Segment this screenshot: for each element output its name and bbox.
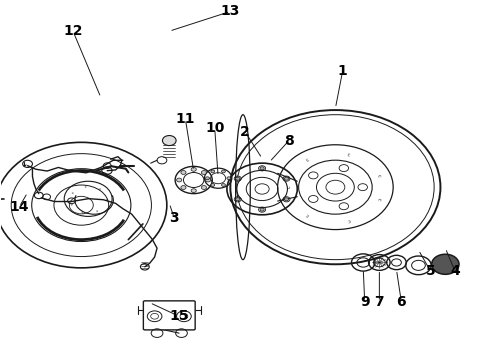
Text: c: c — [97, 187, 101, 192]
FancyBboxPatch shape — [144, 301, 195, 330]
Text: c: c — [347, 217, 351, 222]
Text: 3: 3 — [170, 211, 179, 225]
Circle shape — [260, 208, 264, 211]
Text: c: c — [70, 201, 74, 205]
Text: c: c — [80, 208, 84, 213]
Text: 1: 1 — [338, 64, 347, 78]
Text: c: c — [376, 174, 382, 177]
Text: 15: 15 — [169, 309, 189, 323]
Text: 9: 9 — [360, 295, 369, 309]
Text: 12: 12 — [63, 24, 83, 38]
Text: c: c — [71, 190, 75, 194]
Circle shape — [236, 177, 240, 180]
Text: 8: 8 — [284, 134, 294, 148]
Circle shape — [211, 184, 215, 186]
Circle shape — [206, 178, 211, 182]
Circle shape — [284, 198, 289, 201]
Text: c: c — [376, 197, 382, 201]
Circle shape — [205, 177, 209, 180]
Text: 5: 5 — [426, 265, 436, 278]
Circle shape — [284, 177, 289, 180]
Text: c: c — [347, 152, 351, 157]
Circle shape — [176, 178, 182, 182]
Text: 4: 4 — [450, 265, 460, 278]
Text: c: c — [84, 184, 87, 189]
Text: c: c — [103, 198, 107, 200]
Circle shape — [432, 254, 459, 274]
Circle shape — [201, 186, 207, 189]
Text: 2: 2 — [240, 125, 250, 139]
Text: 10: 10 — [205, 121, 224, 135]
Circle shape — [201, 171, 207, 174]
Circle shape — [191, 167, 196, 171]
Circle shape — [162, 135, 176, 145]
Text: 11: 11 — [175, 112, 195, 126]
Circle shape — [191, 189, 196, 193]
Text: c: c — [305, 157, 310, 163]
Circle shape — [221, 184, 225, 186]
Circle shape — [227, 177, 231, 180]
Circle shape — [260, 167, 264, 170]
Text: c: c — [287, 186, 292, 189]
Text: c: c — [305, 212, 310, 217]
Text: c: c — [95, 207, 98, 212]
Circle shape — [236, 198, 240, 201]
Text: 6: 6 — [396, 295, 406, 309]
Circle shape — [181, 186, 186, 189]
Text: 7: 7 — [374, 295, 384, 309]
Circle shape — [181, 171, 186, 174]
Circle shape — [211, 170, 215, 173]
Text: 14: 14 — [9, 200, 29, 214]
Circle shape — [221, 170, 225, 173]
Text: 13: 13 — [220, 4, 240, 18]
